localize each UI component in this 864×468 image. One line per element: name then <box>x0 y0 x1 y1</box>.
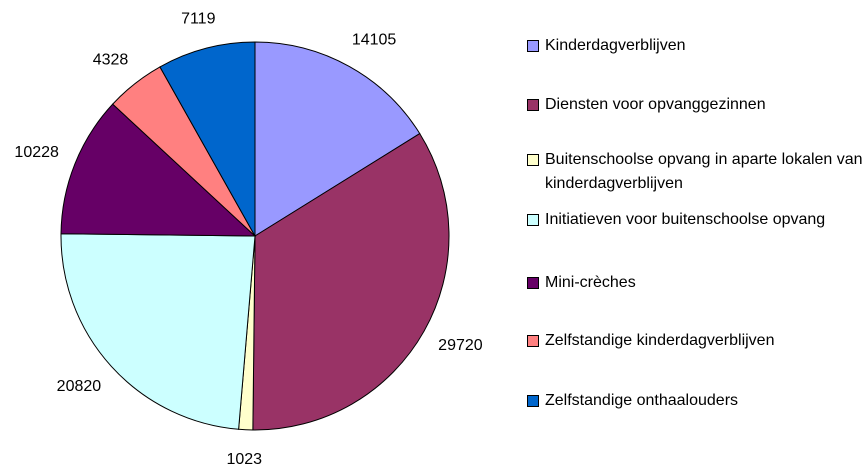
legend-label: Mini-crèches <box>545 274 636 291</box>
data-label: 7119 <box>181 11 216 28</box>
data-label: 1023 <box>226 451 262 468</box>
data-label: 20820 <box>57 378 102 395</box>
legend-label: Diensten voor opvanggezinnen <box>545 96 766 113</box>
legend-label: Initiatieven voor buitenschoolse opvang <box>545 211 826 228</box>
legend-label: Kinderdagverblijven <box>545 37 686 54</box>
data-label: 14105 <box>352 31 397 48</box>
pie-slice <box>252 132 450 431</box>
data-label: 29720 <box>438 337 483 354</box>
legend-swatch <box>527 40 539 52</box>
legend-label: Zelfstandige onthaalouders <box>545 392 739 409</box>
legend-label: Zelfstandige kinderdagverblijven <box>545 332 775 349</box>
legend-swatch <box>527 154 539 166</box>
data-label: 4328 <box>93 51 129 68</box>
data-label: 10228 <box>14 144 59 161</box>
legend-label: Buitenschoolse opvang in aparte lokalen … <box>545 151 863 192</box>
pie-slice <box>60 233 256 430</box>
legend-swatch <box>527 335 539 347</box>
legend-swatch <box>527 214 539 226</box>
legend-swatch <box>527 277 539 289</box>
legend-swatch <box>527 395 539 407</box>
pie-slice <box>159 41 256 238</box>
pie-area: 14105 29720 1023 20820 10228 4328 7119 <box>14 11 483 468</box>
legend-swatch <box>527 99 539 111</box>
pie-slice <box>254 41 421 237</box>
pie-slice <box>60 103 257 237</box>
